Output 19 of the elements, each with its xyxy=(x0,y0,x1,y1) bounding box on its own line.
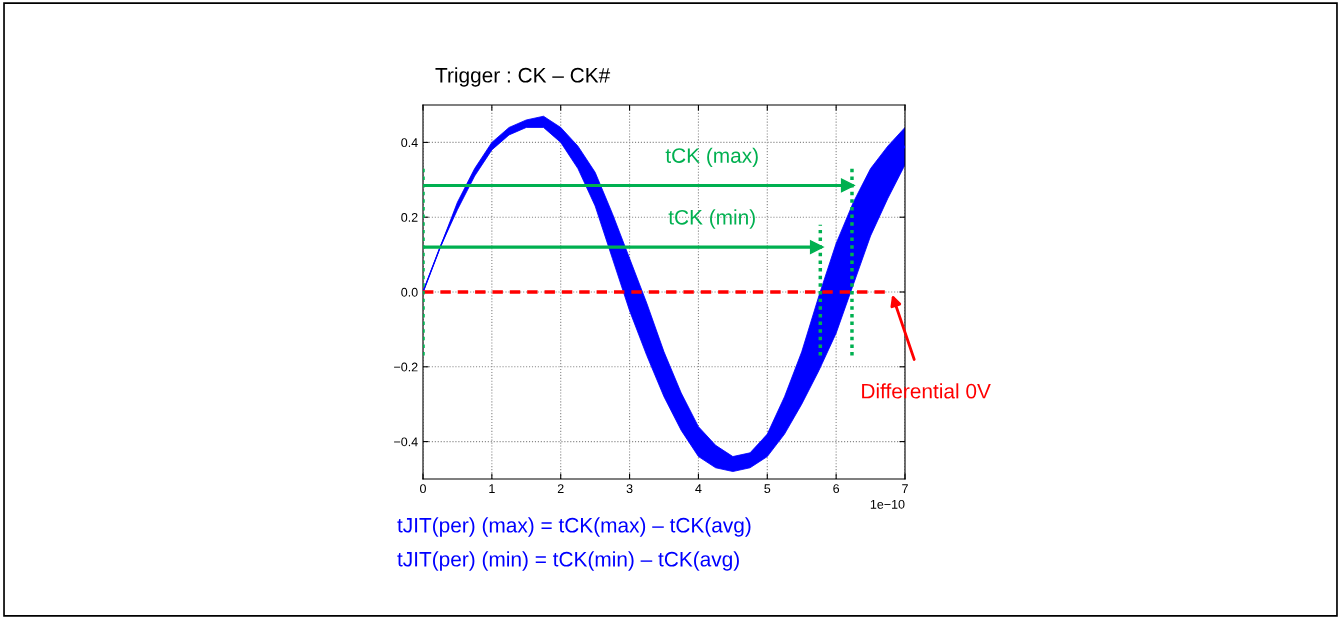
x-tick-label: 2 xyxy=(557,484,564,493)
x-tick-label: 5 xyxy=(764,484,771,494)
x-tick-label: 0 xyxy=(420,484,426,494)
y-tick-label: 0.0 xyxy=(401,287,418,297)
y-tick-label: −0.2 xyxy=(394,362,418,372)
y-tick-label: −0.4 xyxy=(394,437,418,447)
y-tick-label: 0.2 xyxy=(401,213,418,222)
x-tick-label: 3 xyxy=(626,484,633,494)
text: tJIT(per) (max) = tCK(max) – tCK(avg) xyxy=(397,517,751,537)
x-tick-label: 7 xyxy=(902,484,908,493)
y-tick-label: 0.4 xyxy=(401,138,418,148)
text: tJIT(per) (min) = tCK(min) – tCK(avg) xyxy=(397,551,739,571)
annotation: tCK (min) xyxy=(668,209,755,229)
chart-title: Trigger : CK – CK# xyxy=(435,67,611,87)
x-tick-label: 1 xyxy=(489,484,495,493)
annotation: tCK (max) xyxy=(665,147,758,168)
text: 1e−10 xyxy=(870,499,905,509)
x-tick-label: 6 xyxy=(833,484,840,494)
x-tick-label: 4 xyxy=(695,484,702,493)
